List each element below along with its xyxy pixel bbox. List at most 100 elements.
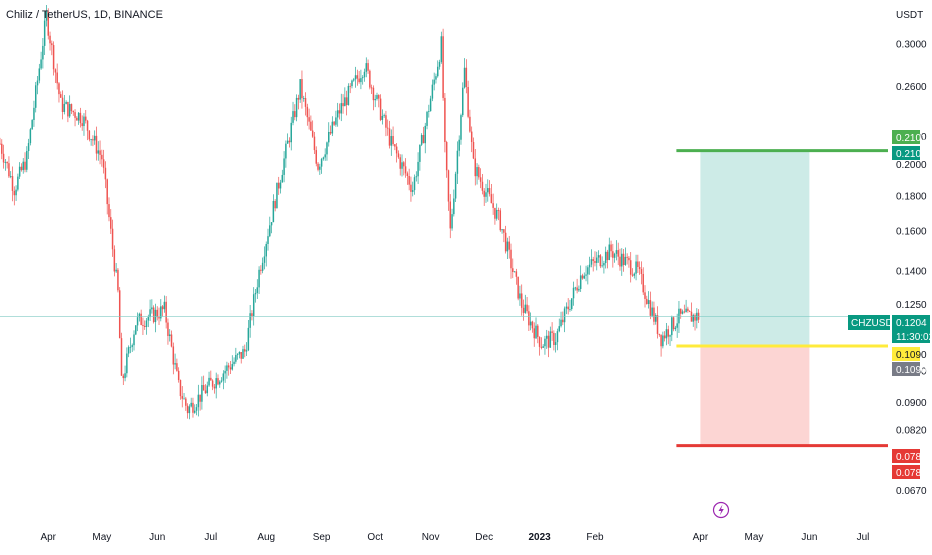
candle-body [26, 151, 28, 170]
candle-body [27, 143, 30, 152]
candle-body [108, 204, 110, 218]
candle-body [124, 373, 126, 379]
price-tick-label: 0.0820 [896, 426, 927, 437]
candle-body [526, 304, 528, 312]
candle-body [442, 36, 444, 98]
candle-body [503, 229, 505, 233]
candle-body [567, 306, 569, 310]
candle-body [428, 111, 430, 112]
candle-body [156, 309, 158, 318]
candle-body [294, 111, 296, 118]
candle-body [211, 380, 214, 387]
entry-alt-tag-bg [892, 362, 920, 376]
candle-body [629, 260, 632, 275]
time-tick-label: Jun [801, 532, 817, 543]
candle-body [601, 265, 603, 267]
candle-body [190, 402, 192, 407]
candle-body [444, 97, 446, 143]
candle-body [299, 79, 301, 100]
candle-body [322, 157, 325, 159]
candle-body [68, 104, 71, 117]
candle-body [692, 315, 694, 322]
tp-tag-bg [892, 146, 920, 160]
candle-body [206, 385, 209, 394]
candle-body [501, 229, 503, 231]
candle-body [340, 103, 343, 114]
candle-body [524, 304, 527, 313]
candle-body [333, 121, 335, 125]
candle-body [615, 250, 618, 254]
candle-body [560, 319, 562, 327]
candle-body [494, 207, 496, 219]
candle-body [15, 189, 17, 196]
candle-body [147, 317, 150, 321]
candle-body [136, 317, 139, 326]
price-tags: 0.2101 0.2100 CHZUSDT 0.1204 11:30:02 0.… [848, 130, 932, 479]
candle-body [401, 162, 403, 169]
candle-body [270, 222, 273, 226]
candle-body [545, 335, 548, 339]
candle-body [38, 68, 41, 81]
candle-body [244, 349, 246, 352]
candle-body [660, 334, 662, 347]
candle-body [138, 313, 141, 318]
candle-body [422, 135, 425, 144]
candle-body [485, 192, 487, 197]
candle-body [417, 161, 419, 177]
candle-body [356, 75, 359, 79]
candle-body [242, 349, 244, 359]
candle-body [671, 317, 673, 336]
time-tick-label: Nov [422, 532, 440, 543]
candle-body [406, 173, 409, 177]
candle-body [176, 363, 178, 371]
candle-body [681, 311, 684, 314]
candle-body [145, 320, 148, 327]
candle-body [168, 334, 171, 336]
candle-body [158, 317, 160, 319]
candle-body [404, 166, 407, 174]
candle-body [547, 335, 550, 348]
price-tick-label: 0.1800 [896, 192, 927, 203]
candle-body [63, 103, 66, 112]
candle-body [683, 311, 686, 313]
candle-body [599, 255, 602, 267]
candle-body [483, 190, 485, 197]
entry-tag-bg [892, 347, 920, 361]
candle-body [415, 176, 418, 178]
candle-body [531, 321, 534, 329]
candle-body [310, 121, 312, 131]
profit-zone [700, 150, 810, 346]
time-axis[interactable]: Apr May Jun Jul Aug Sep Oct Nov Dec 2023 Feb Apr May… [40, 532, 869, 543]
candle-body [619, 256, 621, 267]
candle-body [79, 112, 82, 124]
candle-body [54, 69, 57, 73]
candle-body [292, 111, 294, 123]
candle-body [495, 210, 498, 219]
candle-body [113, 249, 116, 272]
candle-body [17, 176, 19, 190]
candle-body [127, 347, 130, 354]
candle-body [370, 87, 373, 89]
price-axis[interactable]: USDT 0.30000.26000.22000.20000.18000.160… [896, 10, 927, 497]
candle-body [583, 275, 586, 279]
candle-body [512, 268, 514, 273]
candle-body [553, 332, 555, 345]
candle-body [111, 228, 114, 250]
candle-body [447, 170, 450, 202]
candle-body [665, 329, 668, 339]
lightning-icon[interactable] [712, 501, 730, 519]
candle-body [302, 98, 305, 99]
price-tick-label: 0.2000 [896, 160, 927, 171]
candle-body [513, 271, 516, 273]
candle-body [628, 257, 630, 261]
candle-body [236, 354, 239, 356]
candle-body [199, 394, 201, 402]
candle-body [42, 45, 44, 60]
candle-body [386, 127, 389, 129]
candle-body [563, 308, 566, 323]
candle-body [72, 111, 75, 113]
chart-title: Chiliz / TetherUS, 1D, BINANCE [6, 9, 163, 21]
candle-body [603, 263, 605, 266]
